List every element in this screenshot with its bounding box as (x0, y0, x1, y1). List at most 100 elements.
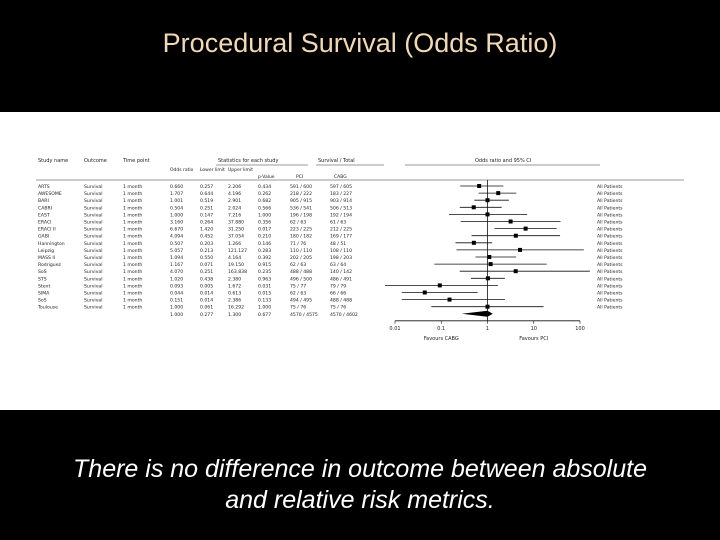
cell-cabg: 198 / 203 (330, 255, 352, 261)
summary-lower: 0.277 (200, 312, 213, 318)
cell-cabg: 108 / 110 (330, 248, 352, 254)
cell-study: Toulouse (37, 305, 58, 311)
cell-group: All Patients (597, 283, 623, 289)
cell-p: 0.031 (258, 283, 271, 289)
table-row: Stent Survival 1 month 0.093 0.005 1.672 0.031… (38, 283, 623, 289)
slide-title: Procedural Survival (Odds Ratio) (162, 28, 558, 58)
cell-or: 0.504 (170, 205, 183, 211)
cell-study: BARI (38, 198, 49, 204)
cell-p: 0.235 (258, 269, 271, 275)
cell-p: 0.210 (258, 234, 271, 240)
cell-group: All Patients (597, 241, 623, 247)
odds-ratio-point (471, 205, 476, 210)
cell-pci: 110 / 110 (290, 248, 312, 254)
cell-group: All Patients (597, 262, 623, 268)
cell-study: ARTS (38, 184, 50, 190)
summary-diamond (461, 310, 493, 317)
cell-time: 1 month (123, 255, 142, 261)
cell-pci: 218 / 222 (290, 191, 312, 197)
cell-group: All Patients (597, 276, 623, 282)
cell-group: All Patients (597, 191, 623, 197)
x-tick-label: 0.1 (437, 326, 445, 332)
summary-row: 1.000 0.277 1.300 0.677 4570 / 4575 4570 / 46… (170, 312, 358, 318)
table-row: Hannington Survival 1 month 0.507 0.203 1.266… (38, 241, 623, 247)
cell-upper: 2.386 (228, 298, 241, 304)
cell-pci: 494 / 495 (290, 298, 312, 304)
cell-or: 0.093 (170, 283, 183, 289)
cell-time: 1 month (123, 262, 142, 268)
cell-cabg: 597 / 605 (330, 184, 352, 190)
cell-cabg: 140 / 142 (330, 269, 352, 275)
header-cabg: CABG (334, 174, 347, 180)
cell-pci: 75 / 76 (290, 305, 306, 311)
cell-upper: 2.024 (228, 205, 241, 211)
cell-p: 0.262 (258, 191, 271, 197)
cell-pci: 202 / 205 (290, 255, 312, 261)
x-tick-label: 100 (575, 326, 585, 332)
cell-study: Hannington (38, 241, 65, 247)
cell-or: 0.660 (170, 184, 183, 190)
summary-cabg: 4570 / 4602 (330, 312, 358, 318)
cell-or: 1.707 (170, 191, 183, 197)
cell-lower: 0.438 (200, 276, 213, 282)
table-row: SoS Survival 1 month 0.151 0.014 2.386 0.133 49… (38, 298, 623, 304)
cell-lower: 0.257 (200, 184, 213, 190)
cell-upper: 4.196 (228, 191, 241, 197)
cell-outcome: Survival (84, 191, 103, 197)
forest-plot-svg: Study name Outcome Time point Statistics… (36, 158, 684, 342)
cell-upper: 2.206 (228, 184, 241, 190)
cell-cabg: 212 / 225 (330, 227, 352, 233)
cell-upper: 4.164 (228, 255, 241, 261)
cell-lower: 0.061 (200, 305, 213, 311)
cell-pci: 62 / 63 (290, 291, 306, 297)
header-lower: Lower limit (200, 167, 225, 173)
cell-outcome: Survival (84, 305, 103, 311)
cell-study: Stent (38, 283, 50, 289)
cell-study: SoS (38, 269, 47, 275)
cell-time: 1 month (123, 291, 142, 297)
cell-cabg: 903 / 914 (330, 198, 352, 204)
cell-upper: 19.150 (228, 262, 244, 268)
table-row: Toulouse Survival 1 month 1.000 0.061 16.292 1… (37, 305, 623, 311)
cell-upper: 7.216 (228, 212, 241, 218)
table-row: STS Survival 1 month 1.020 0.438 2.380 0.963 49… (38, 276, 623, 282)
cell-pci: 223 / 225 (290, 227, 312, 233)
cell-pci: 71 / 76 (290, 241, 306, 247)
table-row: ERACI II Survival 1 month 6.670 1.420 31.250 0… (38, 227, 623, 233)
table-row: GABI Survival 1 month 4.094 0.452 37.054 0.210… (38, 234, 623, 240)
cell-time: 1 month (123, 298, 142, 304)
header-study: Study name (38, 158, 68, 164)
table-row: AWESOME Survival 1 month 1.707 0.644 4.196 0.2… (38, 191, 623, 197)
cell-group: All Patients (597, 227, 623, 233)
cell-cabg: 61 / 63 (330, 220, 346, 226)
cell-group: All Patients (597, 184, 623, 190)
cell-upper: 1.672 (228, 283, 241, 289)
cell-group: All Patients (597, 298, 623, 304)
header-events-group: Survival / Total (318, 158, 355, 164)
cell-p: 0.146 (258, 241, 271, 247)
favours-right-label: Favours PCI (519, 336, 548, 342)
cell-upper: 2.901 (228, 198, 241, 204)
cell-outcome: Survival (84, 234, 103, 240)
cell-lower: 0.251 (200, 205, 213, 211)
cell-cabg: 488 / 488 (330, 298, 352, 304)
cell-time: 1 month (123, 227, 142, 233)
cell-outcome: Survival (84, 276, 103, 282)
cell-lower: 0.014 (200, 291, 213, 297)
odds-ratio-point (523, 226, 528, 231)
odds-ratio-point (422, 290, 427, 295)
cell-pci: 62 / 63 (290, 220, 306, 226)
x-tick-label: 0.01 (389, 326, 400, 332)
cell-outcome: Survival (84, 198, 103, 204)
cell-cabg: 66 / 66 (330, 291, 346, 297)
x-tick-label: 10 (531, 326, 537, 332)
cell-p: 0.015 (258, 291, 271, 297)
cell-outcome: Survival (84, 283, 103, 289)
cell-outcome: Survival (84, 205, 103, 211)
header-outcome: Outcome (84, 158, 107, 164)
cell-pci: 62 / 63 (290, 262, 306, 268)
header-odds: Odds ratio (170, 167, 194, 173)
cell-pci: 180 / 182 (290, 234, 312, 240)
cell-time: 1 month (123, 234, 142, 240)
cell-lower: 0.147 (200, 212, 213, 218)
